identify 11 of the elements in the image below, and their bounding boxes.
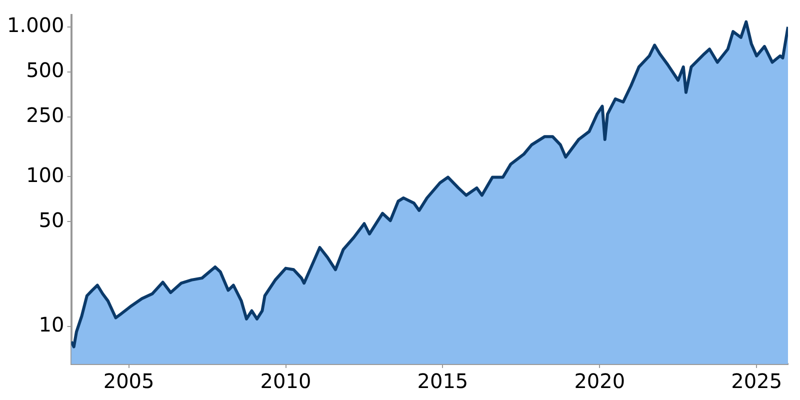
y-tick-label: 250 [26, 103, 64, 128]
x-tick-label: 2020 [574, 369, 626, 394]
y-tick-label: 1.000 [6, 13, 64, 38]
x-tick-label: 2010 [260, 369, 312, 394]
x-tick-label: 2005 [103, 369, 154, 394]
x-tick-label: 2015 [417, 369, 468, 394]
y-tick-label: 10 [38, 312, 64, 336]
y-tick-label: 100 [26, 162, 64, 187]
y-tick-label: 50 [38, 208, 64, 232]
x-tick-label: 2025 [731, 369, 782, 394]
y-tick-label: 500 [26, 58, 64, 82]
